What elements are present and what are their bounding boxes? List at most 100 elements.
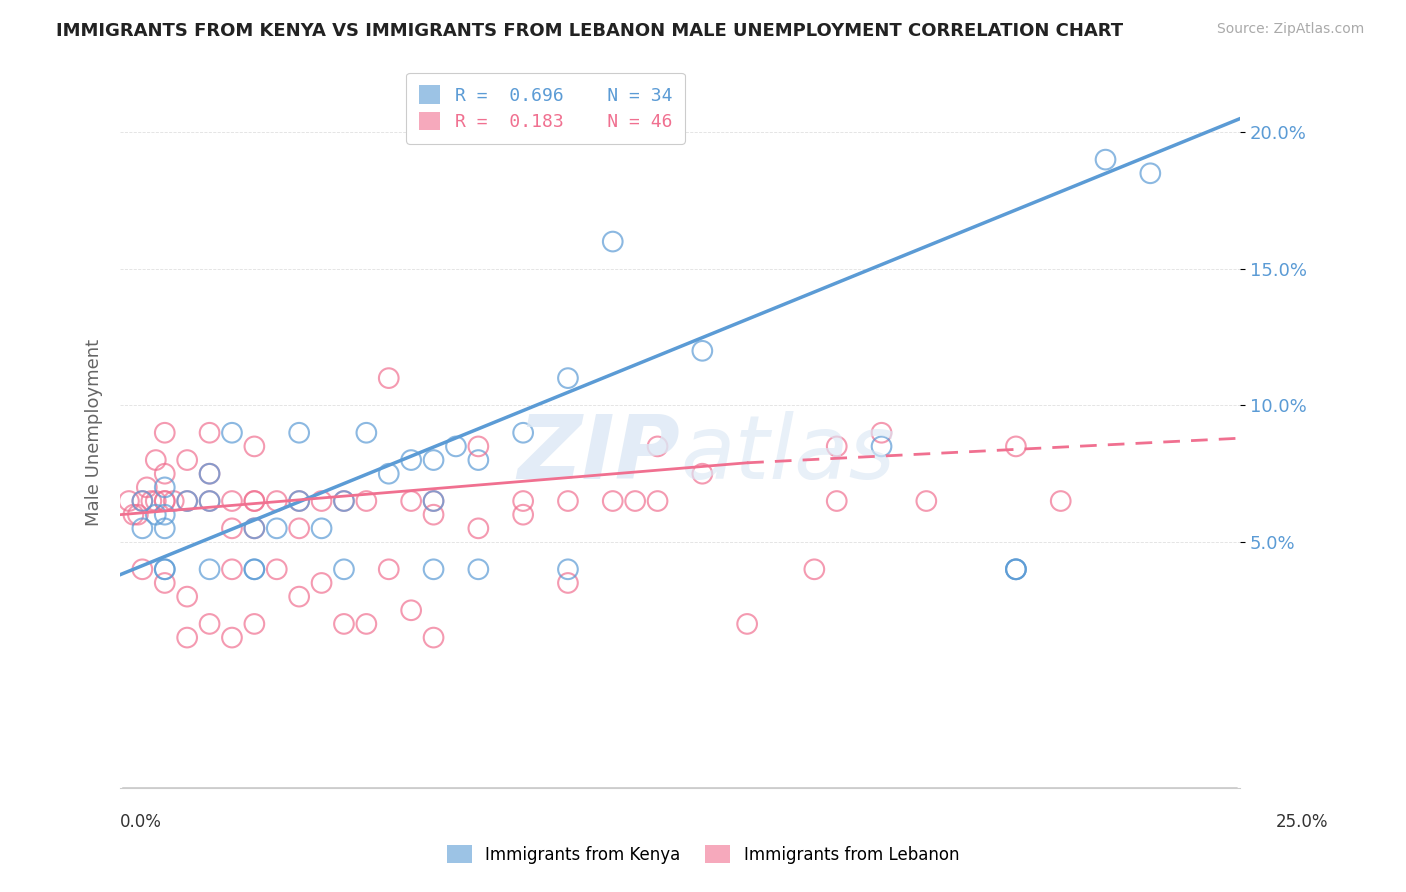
Point bbox=[467, 562, 489, 576]
Point bbox=[399, 603, 422, 617]
Point bbox=[153, 576, 176, 591]
Point bbox=[512, 494, 534, 508]
Point bbox=[692, 343, 714, 358]
Point bbox=[333, 562, 356, 576]
Point bbox=[1005, 562, 1028, 576]
Point bbox=[311, 576, 333, 591]
Point bbox=[176, 631, 198, 645]
Point bbox=[176, 590, 198, 604]
Point bbox=[870, 425, 893, 440]
Point bbox=[1094, 153, 1116, 167]
Point bbox=[422, 631, 444, 645]
Point bbox=[176, 453, 198, 467]
Point bbox=[1005, 562, 1028, 576]
Point bbox=[153, 562, 176, 576]
Point bbox=[624, 494, 647, 508]
Point bbox=[311, 494, 333, 508]
Point bbox=[399, 453, 422, 467]
Point bbox=[163, 494, 186, 508]
Point bbox=[557, 562, 579, 576]
Point bbox=[557, 494, 579, 508]
Point bbox=[557, 371, 579, 385]
Point bbox=[221, 425, 243, 440]
Point bbox=[1005, 439, 1028, 453]
Point bbox=[422, 453, 444, 467]
Point bbox=[422, 494, 444, 508]
Point bbox=[557, 576, 579, 591]
Point bbox=[176, 494, 198, 508]
Point bbox=[198, 467, 221, 481]
Point bbox=[422, 562, 444, 576]
Point bbox=[422, 508, 444, 522]
Text: Source: ZipAtlas.com: Source: ZipAtlas.com bbox=[1216, 22, 1364, 37]
Point bbox=[243, 494, 266, 508]
Point bbox=[647, 439, 669, 453]
Point bbox=[198, 467, 221, 481]
Point bbox=[153, 425, 176, 440]
Point bbox=[512, 425, 534, 440]
Point bbox=[131, 562, 153, 576]
Point bbox=[288, 494, 311, 508]
Point bbox=[825, 439, 848, 453]
Legend: R =  0.696    N = 34, R =  0.183    N = 46: R = 0.696 N = 34, R = 0.183 N = 46 bbox=[406, 72, 685, 144]
Text: atlas: atlas bbox=[681, 411, 894, 497]
Point bbox=[221, 631, 243, 645]
Point bbox=[131, 494, 153, 508]
Point bbox=[243, 521, 266, 535]
Point bbox=[243, 494, 266, 508]
Text: 25.0%: 25.0% bbox=[1277, 813, 1329, 830]
Point bbox=[288, 521, 311, 535]
Point bbox=[602, 494, 624, 508]
Point bbox=[467, 439, 489, 453]
Point bbox=[333, 494, 356, 508]
Point bbox=[288, 590, 311, 604]
Point bbox=[356, 616, 378, 631]
Point bbox=[870, 439, 893, 453]
Text: IMMIGRANTS FROM KENYA VS IMMIGRANTS FROM LEBANON MALE UNEMPLOYMENT CORRELATION C: IMMIGRANTS FROM KENYA VS IMMIGRANTS FROM… bbox=[56, 22, 1123, 40]
Point bbox=[1005, 562, 1028, 576]
Point bbox=[243, 521, 266, 535]
Point bbox=[145, 453, 167, 467]
Point bbox=[311, 521, 333, 535]
Point bbox=[198, 616, 221, 631]
Point bbox=[288, 494, 311, 508]
Text: 0.0%: 0.0% bbox=[120, 813, 162, 830]
Point bbox=[356, 425, 378, 440]
Point bbox=[467, 521, 489, 535]
Point bbox=[243, 616, 266, 631]
Point bbox=[288, 425, 311, 440]
Point bbox=[122, 508, 145, 522]
Point bbox=[266, 521, 288, 535]
Point bbox=[803, 562, 825, 576]
Point bbox=[735, 616, 758, 631]
Point bbox=[145, 494, 167, 508]
Point bbox=[444, 439, 467, 453]
Point bbox=[145, 508, 167, 522]
Point bbox=[356, 494, 378, 508]
Point bbox=[1139, 166, 1161, 180]
Point bbox=[221, 521, 243, 535]
Point bbox=[333, 494, 356, 508]
Point bbox=[647, 494, 669, 508]
Point bbox=[915, 494, 938, 508]
Point bbox=[118, 494, 141, 508]
Point bbox=[692, 467, 714, 481]
Point bbox=[135, 480, 157, 494]
Point bbox=[131, 494, 153, 508]
Point bbox=[377, 371, 399, 385]
Point bbox=[176, 494, 198, 508]
Point bbox=[131, 521, 153, 535]
Point bbox=[221, 562, 243, 576]
Point bbox=[127, 508, 149, 522]
Point bbox=[153, 521, 176, 535]
Point bbox=[153, 480, 176, 494]
Point bbox=[243, 562, 266, 576]
Point bbox=[141, 494, 163, 508]
Point bbox=[399, 494, 422, 508]
Point bbox=[602, 235, 624, 249]
Point bbox=[377, 467, 399, 481]
Point bbox=[825, 494, 848, 508]
Point bbox=[243, 439, 266, 453]
Point bbox=[153, 562, 176, 576]
Point bbox=[198, 494, 221, 508]
